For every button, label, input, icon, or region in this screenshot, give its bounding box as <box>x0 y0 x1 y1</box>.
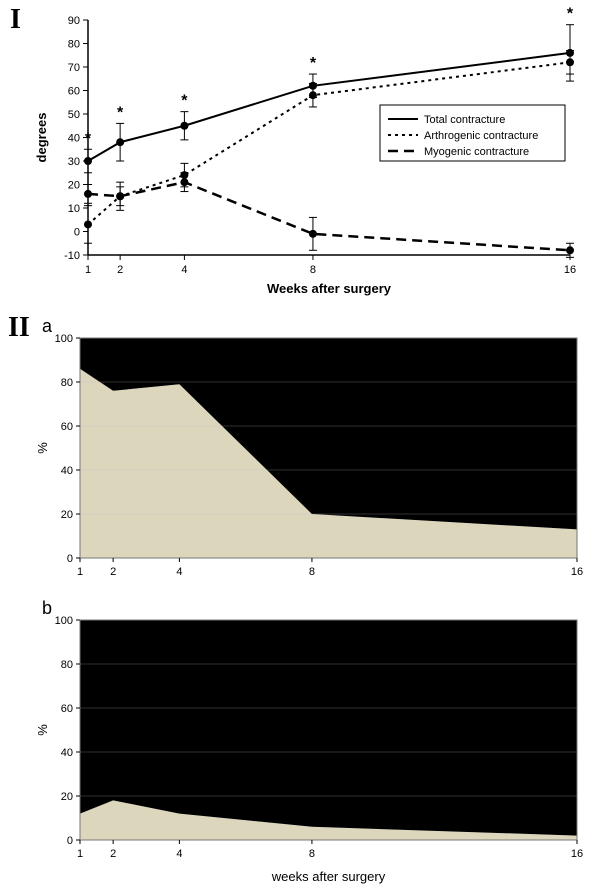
svg-text:8: 8 <box>310 264 316 276</box>
svg-text:2: 2 <box>110 848 116 860</box>
svg-text:Total contracture: Total contracture <box>424 114 505 126</box>
svg-text:0: 0 <box>67 835 73 847</box>
panel-II-label: II <box>8 312 30 344</box>
svg-text:50: 50 <box>68 109 80 121</box>
svg-text:weeks after surgery: weeks after surgery <box>271 869 386 884</box>
svg-text:%: % <box>35 442 50 454</box>
svg-text:1: 1 <box>77 848 83 860</box>
svg-text:16: 16 <box>564 264 576 276</box>
svg-text:4: 4 <box>181 264 187 276</box>
svg-text:16: 16 <box>571 848 583 860</box>
figure-container: I -100102030405060708090124816Weeks afte… <box>0 0 600 896</box>
svg-text:1: 1 <box>77 566 83 578</box>
svg-text:4: 4 <box>176 566 182 578</box>
svg-text:Myogenic contracture: Myogenic contracture <box>424 146 529 158</box>
svg-text:90: 90 <box>68 15 80 27</box>
svg-text:70: 70 <box>68 62 80 74</box>
svg-text:60: 60 <box>61 703 73 715</box>
svg-text:40: 40 <box>61 465 73 477</box>
svg-text:60: 60 <box>61 421 73 433</box>
svg-text:Arthrogenic contracture: Arthrogenic contracture <box>424 130 538 142</box>
svg-text:8: 8 <box>309 566 315 578</box>
svg-text:20: 20 <box>61 509 73 521</box>
svg-text:*: * <box>567 6 574 23</box>
svg-text:10: 10 <box>68 203 80 215</box>
svg-text:Weeks after surgery: Weeks after surgery <box>267 281 392 296</box>
svg-text:1: 1 <box>85 264 91 276</box>
svg-text:*: * <box>85 130 92 147</box>
svg-text:0: 0 <box>67 553 73 565</box>
svg-text:80: 80 <box>61 659 73 671</box>
svg-text:*: * <box>310 55 317 72</box>
svg-text:20: 20 <box>61 791 73 803</box>
svg-text:100: 100 <box>55 615 73 627</box>
panel-IIa-chart: 0 20 40 60 80 100 1 2 4 8 16% <box>35 333 595 593</box>
svg-text:2: 2 <box>110 566 116 578</box>
panel-I-chart: -10 0 10 20 30 40 50 60 70 80 90 1 2 4 8 16 Weeks after … <box>30 5 590 305</box>
svg-text:2: 2 <box>117 264 123 276</box>
svg-text:20: 20 <box>68 180 80 192</box>
svg-text:0: 0 <box>74 227 80 239</box>
svg-text:100: 100 <box>55 333 73 345</box>
svg-text:80: 80 <box>68 39 80 51</box>
panel-I-label: I <box>10 4 21 36</box>
svg-text:80: 80 <box>61 377 73 389</box>
svg-text:16: 16 <box>571 566 583 578</box>
svg-text:40: 40 <box>68 133 80 145</box>
svg-text:60: 60 <box>68 86 80 98</box>
svg-text:40: 40 <box>61 747 73 759</box>
svg-text:*: * <box>181 93 188 110</box>
svg-text:*: * <box>117 104 124 121</box>
svg-text:4: 4 <box>176 848 182 860</box>
svg-text:degrees: degrees <box>34 113 49 163</box>
panel-IIb-chart: 0 20 40 60 80 100 1 2 4 8 16% weeks after surgery <box>35 615 595 895</box>
svg-text:-10: -10 <box>64 250 80 262</box>
svg-text:%: % <box>35 724 50 736</box>
svg-text:8: 8 <box>309 848 315 860</box>
svg-text:30: 30 <box>68 156 80 168</box>
